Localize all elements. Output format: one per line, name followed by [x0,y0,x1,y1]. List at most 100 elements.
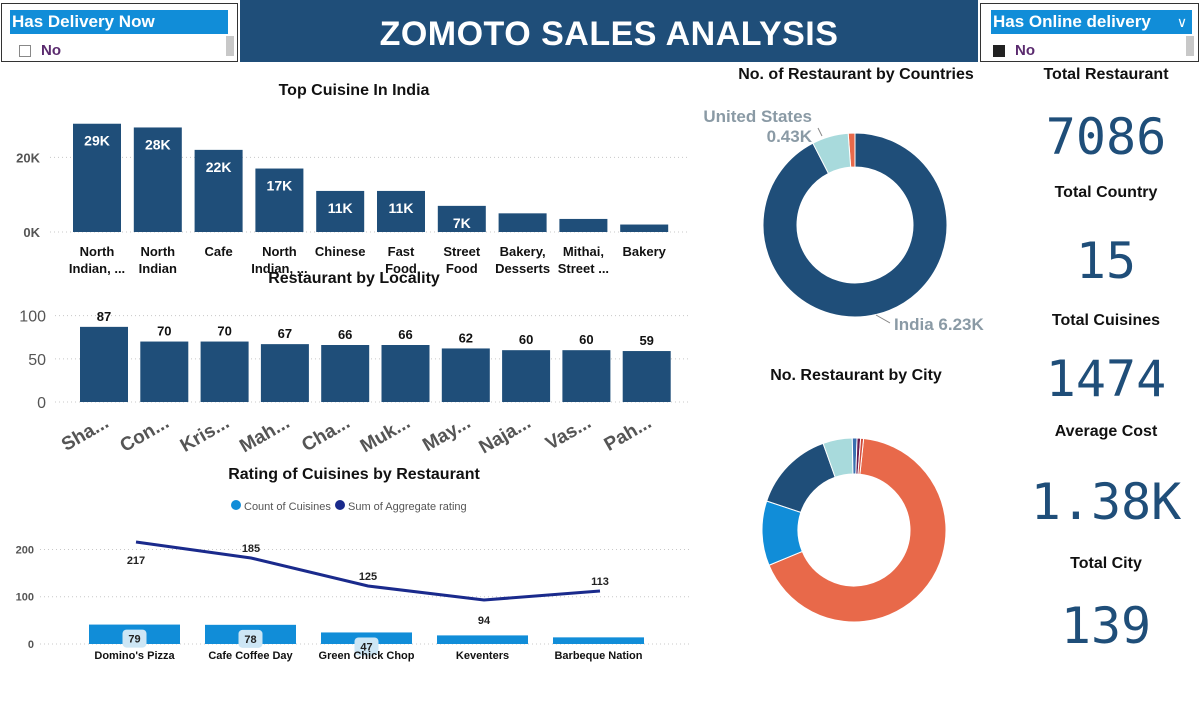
x-tick-label: Mithai, [563,244,604,259]
x-tick-label: Fast [388,244,415,259]
bar [437,205,486,232]
y-tick-label: 0 [37,395,46,412]
data-label: 60 [519,332,533,347]
kpi-value-average-cost: 1.38K [1030,473,1182,531]
line-data-label: 217 [127,555,145,567]
bar [622,351,671,402]
bar [553,637,644,644]
x-tick-label: May... [419,412,474,456]
bar [200,341,249,402]
y-tick-label: 0K [23,225,40,240]
x-tick-label: Desserts [495,261,550,276]
page-title: ZOMOTO SALES ANALYSIS [240,0,978,62]
data-label: 87 [97,309,111,324]
bar [441,348,490,402]
online-delivery-checkbox[interactable] [993,45,1005,57]
x-tick-label: Mah... [236,412,293,457]
locality-chart: 0 50 100 87 Sha... 70 Con... 70 Kris... 67 Mah... 6… [19,309,690,458]
data-label: 60 [579,332,593,347]
bar [559,218,608,232]
city-title: No. Restaurant by City [770,367,942,384]
legend-label: Count of Cuisines [244,501,331,513]
online-delivery-scrollbar[interactable] [1186,36,1194,56]
data-label: 47 [360,641,372,653]
slice-value-label: 0.43K [767,127,813,146]
y-tick-label: 50 [28,352,46,369]
delivery-now-scrollbar[interactable] [226,36,234,56]
bar [381,345,430,402]
bar [260,344,309,402]
x-tick-label: Food [446,261,478,276]
line-data-label: 113 [591,576,609,588]
bar [80,326,128,402]
x-tick-label: Con... [117,412,173,457]
line-data-label: 94 [478,615,491,627]
kpi-label-total-restaurant: Total Restaurant [1043,66,1169,83]
x-tick-label: Food [385,261,417,276]
x-tick-label: Indian [139,261,177,276]
data-label: 62 [459,330,473,345]
x-tick-label: Cafe Coffee Day [208,650,293,662]
kpi-label-total-cuisines: Total Cuisines [1051,312,1161,329]
online-delivery-slicer[interactable]: Has Online delivery ∨ No [980,3,1199,62]
online-delivery-slicer-title: Has Online delivery [991,10,1173,34]
countries-title: No. of Restaurant by Countries [738,66,974,83]
x-tick-label: Bakery [623,244,667,259]
kpi-label-total-city: Total City [1070,555,1142,572]
pie-slice [812,132,852,175]
y-tick-label: 200 [16,544,34,556]
online-delivery-option-label: No [1015,42,1035,59]
legend-marker [231,500,241,510]
data-label: 22K [206,159,232,175]
pie-slice [766,442,836,513]
top-cuisine-chart: 0K 20K 29K North Indian, ... 28K North Indian 22… [16,123,690,276]
slice-category-label: United States [703,107,812,126]
kpi-label-total-country: Total Country [1054,184,1158,201]
x-tick-label: Chinese [315,244,366,259]
line-data-label: 125 [359,571,377,583]
slice-value-label: India 6.23K [894,315,984,334]
x-tick-label: Indian, ... [251,261,307,276]
data-label: 7K [453,215,471,231]
x-tick-label: Vas... [542,412,595,454]
data-label: 66 [398,327,412,342]
bar [437,635,528,644]
bar [255,168,304,232]
kpi-label-average-cost: Average Cost [1054,423,1158,440]
bar [377,190,425,232]
y-tick-label: 20K [16,150,40,165]
data-label-background [238,629,263,648]
delivery-now-option-label: No [41,42,61,59]
data-label-background [354,637,379,656]
bar [133,127,182,232]
data-label: 17K [267,178,293,194]
legend-marker [335,500,345,510]
delivery-now-slicer[interactable]: Has Delivery Now No [1,3,238,62]
x-tick-label: Cafe [205,244,233,259]
bar [321,345,370,402]
x-tick-label: Bakery, [500,244,546,259]
line-series [135,540,601,602]
chevron-down-icon[interactable]: ∨ [1172,10,1192,34]
leader-line [817,127,823,137]
x-tick-label: North [80,244,115,259]
delivery-now-slicer-title: Has Delivery Now [10,10,228,34]
y-tick-label: 0 [28,639,34,651]
pie-slice [768,437,947,623]
bar [498,213,547,232]
data-label: 66 [338,327,352,342]
x-tick-label: Keventers [456,650,509,662]
x-tick-label: Muk... [357,412,414,457]
bar [620,224,669,232]
bar [140,341,189,402]
x-tick-label: Kris... [177,412,233,457]
kpi-value-total-cuisines: 1474 [1045,350,1167,408]
bar [194,149,243,232]
delivery-now-checkbox[interactable] [19,45,31,57]
y-tick-label: 100 [19,309,46,326]
x-tick-label: Cha... [298,412,353,456]
data-label: 59 [639,333,653,348]
rating-chart: Count of Cuisines Sum of Aggregate rating… [16,500,690,662]
data-label: 78 [244,634,256,646]
bar [316,190,365,232]
